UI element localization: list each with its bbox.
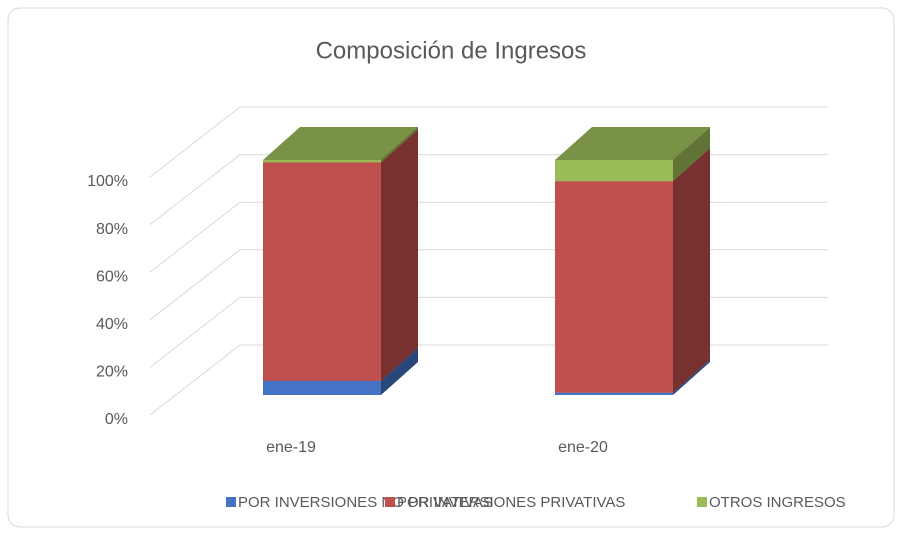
bar-segment [263, 127, 418, 163]
grid-line [149, 106, 828, 178]
y-tick-label: 100% [87, 173, 128, 190]
x-tick-label: ene-20 [558, 439, 608, 456]
y-tick-label: 60% [96, 268, 128, 285]
y-tick-label: 40% [96, 316, 128, 333]
y-tick-label: 0% [105, 411, 128, 428]
legend-swatch [226, 497, 236, 507]
y-tick-label: 20% [96, 364, 128, 381]
bar-segment [555, 148, 710, 393]
legend-swatch [697, 497, 707, 507]
x-tick-label: ene-19 [266, 439, 316, 456]
legend-label: POR INVERSIONES PRIVATIVAS [397, 494, 625, 511]
legend-swatch [385, 497, 395, 507]
chart-border [7, 7, 895, 528]
bar-segment [263, 129, 418, 381]
y-tick-label: 80% [96, 221, 128, 238]
legend-label: OTROS INGRESOS [709, 494, 846, 511]
chart-title: Composición de Ingresos [316, 37, 587, 64]
bar-segment [555, 127, 710, 182]
legend-label: POR INVERSIONES NO PRIVATIVAS [238, 494, 493, 511]
